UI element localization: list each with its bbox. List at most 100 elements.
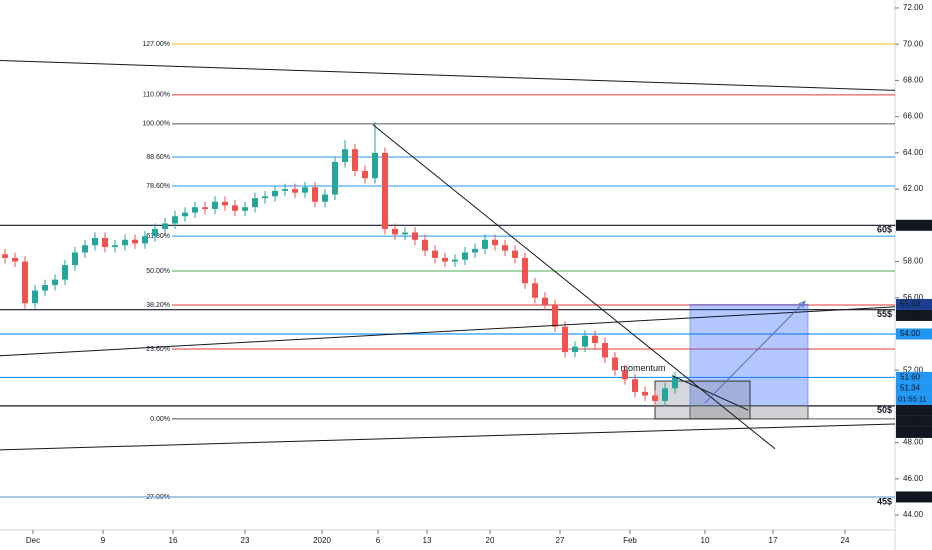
fib-label: 110.00% [143, 92, 170, 99]
candle-body [672, 377, 678, 389]
price-tag-label: 55.34 [900, 311, 921, 320]
candle-body [322, 194, 328, 202]
candle-body [382, 152, 388, 229]
position-target [689, 303, 809, 407]
price-tag-label: 51.60 [900, 373, 921, 382]
candle-body [32, 290, 38, 304]
candle-body [612, 357, 618, 371]
candle-body [52, 279, 58, 286]
candle-body [442, 257, 448, 262]
x-tick-label: Dec [26, 536, 40, 545]
price-tag [896, 298, 932, 310]
fib-label: 78.60% [146, 183, 170, 190]
candle-body [132, 239, 138, 244]
candle-body [562, 326, 568, 353]
x-tick-label: 6 [376, 536, 381, 545]
y-tick-label: 66.00 [903, 112, 924, 121]
candle-body [42, 285, 48, 291]
candle-body [392, 228, 398, 235]
candle-body [272, 190, 278, 197]
price-tag-label: 50.03 [900, 406, 921, 415]
x-tick-label: 16 [169, 536, 178, 545]
candle-body [202, 207, 208, 210]
trend-line [671, 375, 749, 411]
candle-body [262, 196, 268, 199]
price-tag [896, 309, 932, 321]
x-tick-label: 10 [701, 536, 710, 545]
price-tag [896, 382, 932, 394]
candle-body [22, 261, 28, 304]
candle-body [232, 205, 238, 211]
fib-label: 100.00% [142, 121, 170, 128]
candle-body [152, 228, 158, 237]
candle-body [552, 304, 558, 327]
x-tick-label: 23 [241, 536, 250, 545]
candle-body [522, 257, 528, 284]
fib-label: 38.20% [146, 302, 170, 309]
trend-line [0, 59, 896, 91]
fib-label: 61.80% [146, 233, 170, 240]
candle-body [402, 232, 408, 235]
candle-body [192, 207, 198, 213]
arrow-line [704, 301, 806, 404]
price-tag-label: 51.34 [900, 384, 921, 393]
x-tick-label: 27 [556, 536, 565, 545]
y-tick-label: 46.00 [903, 474, 924, 483]
y-tick-label: 68.00 [903, 76, 924, 85]
candle-body [532, 283, 538, 298]
countdown: 01:55:11 [898, 394, 927, 403]
zone-box [654, 380, 751, 420]
candle-body [652, 395, 658, 401]
candle-body [122, 239, 128, 246]
level-note: 45$ [877, 496, 892, 506]
price-tag [896, 426, 932, 438]
price-tag-label: 45.00 [900, 492, 921, 501]
arrow-head [798, 300, 806, 309]
y-tick-label: 70.00 [903, 39, 924, 48]
x-tick-label: 13 [423, 536, 432, 545]
candle-body [572, 346, 578, 353]
candle-body [362, 170, 368, 179]
price-tag-label: 54.00 [900, 329, 921, 338]
candle-body [662, 388, 668, 401]
x-tick-label: 20 [486, 536, 495, 545]
candle-body [282, 189, 288, 191]
candle-body [112, 245, 118, 248]
y-tick-label: 48.00 [903, 438, 924, 447]
price-tag-label: 55.63 [900, 300, 921, 309]
price-tag-label: 49.14 [900, 428, 921, 437]
price-tag [896, 404, 932, 416]
trend-line [372, 124, 776, 450]
annotation: momentum [620, 363, 665, 373]
x-tick-label: 17 [769, 536, 778, 545]
candle-body [2, 254, 8, 258]
candle-body [412, 232, 418, 240]
candle-body [592, 335, 598, 344]
x-tick-label: Feb [623, 536, 637, 545]
y-tick-label: 58.00 [903, 257, 924, 266]
candle-body [172, 216, 178, 224]
level-note: 55$ [877, 309, 892, 319]
candle-body [642, 391, 648, 396]
candle-body [142, 236, 148, 244]
candle-body [622, 370, 628, 380]
candle-body [212, 201, 218, 210]
price-tag [896, 415, 932, 427]
candle-body [462, 252, 468, 260]
candle-body [602, 343, 608, 358]
candle-body [482, 239, 488, 249]
candle-body [582, 335, 588, 347]
candle-body [242, 207, 248, 211]
level-note: 50$ [877, 405, 892, 415]
candle-body [162, 223, 168, 229]
candle-body [452, 259, 458, 262]
candle-body [82, 245, 88, 253]
level-note: 60$ [877, 225, 892, 235]
price-tag [896, 371, 932, 383]
fib-label: 50.00% [146, 268, 170, 275]
candle-body [12, 257, 18, 262]
candle-body [72, 252, 78, 266]
fib-label: 0.00% [150, 416, 170, 423]
y-tick-label: 56.00 [903, 293, 924, 302]
